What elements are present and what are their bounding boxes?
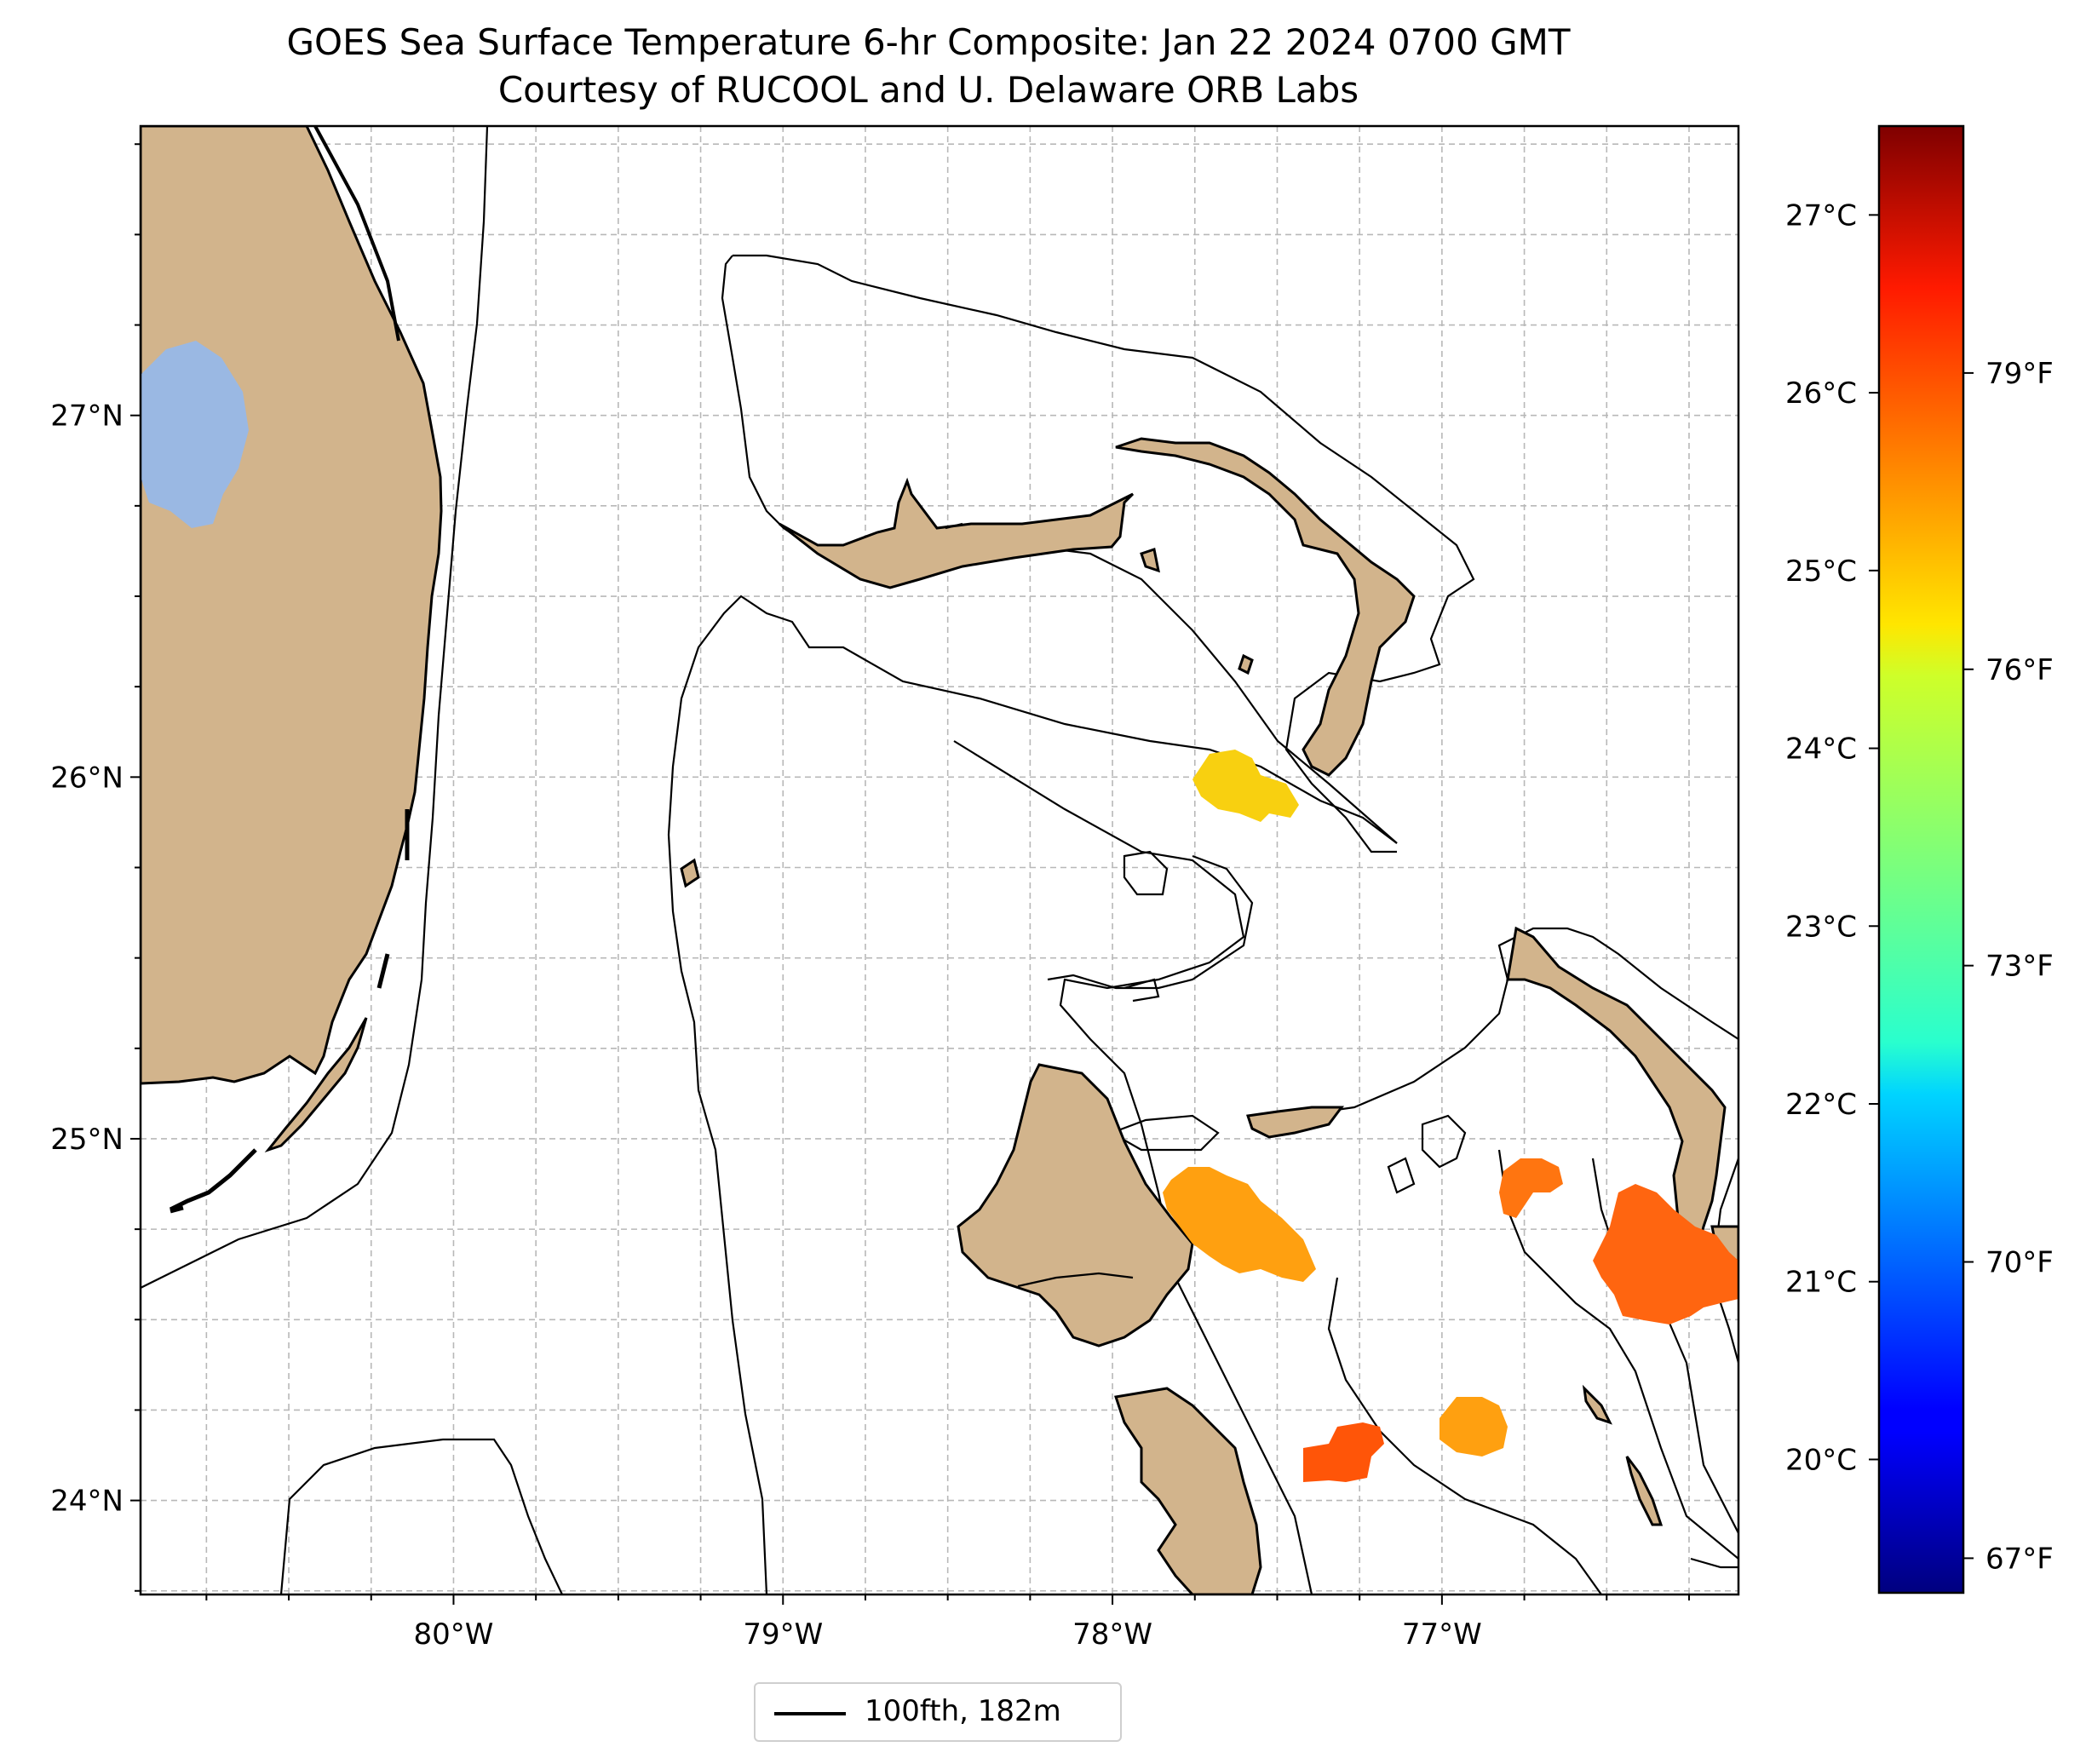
- fahrenheit-tick-label: 70°F: [1985, 1246, 2054, 1280]
- lon-tick-label: 78°W: [1072, 1617, 1152, 1652]
- sst-patch-yellow: [1192, 750, 1299, 822]
- fahrenheit-tick-label: 67°F: [1985, 1542, 2054, 1576]
- lon-tick-label: 79°W: [743, 1617, 823, 1652]
- map-subtitle: Courtesy of RUCOOL and U. Delaware ORB L…: [498, 69, 1359, 111]
- lake-okeechobee: [141, 341, 249, 528]
- sst-patch-amber-andros: [1163, 1167, 1316, 1282]
- sst-patch-orange-north: [1499, 1158, 1563, 1218]
- lat-tick-label: 25°N: [50, 1123, 124, 1157]
- lat-tick-label: 26°N: [50, 761, 124, 795]
- sst-patch-red-orange: [1303, 1422, 1384, 1482]
- colorbar-ticks: 27°C 26°C 25°C 24°C 23°C 22°C 21°C 20°C 79°F 76°F…: [1785, 198, 2054, 1576]
- celsius-tick-label: 20°C: [1785, 1443, 1857, 1477]
- map-title: GOES Sea Surface Temperature 6-hr Compos…: [286, 21, 1570, 63]
- fahrenheit-tick-label: 76°F: [1985, 653, 2054, 687]
- colorbar-gradient: [1879, 126, 1963, 1593]
- celsius-tick-label: 27°C: [1785, 198, 1857, 233]
- map-frame: [139, 124, 1740, 1596]
- isobath-100fth: [141, 126, 1738, 1594]
- colorbar: 27°C 26°C 25°C 24°C 23°C 22°C 21°C 20°C 79°F 76°F…: [1785, 124, 2054, 1594]
- sst-patch-orange-east: [1593, 1184, 1738, 1324]
- celsius-tick-label: 22°C: [1785, 1088, 1857, 1122]
- celsius-tick-label: 26°C: [1785, 376, 1857, 411]
- map-area: [141, 126, 1738, 1594]
- sst-patches: [1163, 750, 1738, 1482]
- sst-patch-amber-bank: [1440, 1397, 1508, 1457]
- celsius-tick-label: 24°C: [1785, 733, 1857, 767]
- lat-tick-label: 24°N: [50, 1485, 124, 1519]
- fahrenheit-tick-label: 79°F: [1985, 357, 2054, 391]
- legend: 100fth, 182m: [754, 1682, 1122, 1742]
- fahrenheit-tick-label: 73°F: [1985, 950, 2054, 984]
- colorbar-frame: [1877, 124, 1965, 1594]
- lon-tick-label: 80°W: [414, 1617, 494, 1652]
- legend-line-swatch: [774, 1712, 846, 1715]
- florida-keys: [264, 1017, 368, 1153]
- lat-tick-label: 27°N: [50, 399, 124, 434]
- celsius-tick-label: 25°C: [1785, 554, 1857, 589]
- legend-label: 100fth, 182m: [865, 1694, 1061, 1728]
- graticule: [141, 126, 1738, 1594]
- lon-tick-label: 77°W: [1402, 1617, 1482, 1652]
- map-axes: 80°W 79°W 78°W 77°W 24°N 25°N 26°N 27°N: [50, 143, 1690, 1652]
- celsius-tick-label: 23°C: [1785, 910, 1857, 944]
- celsius-tick-label: 21°C: [1785, 1266, 1857, 1300]
